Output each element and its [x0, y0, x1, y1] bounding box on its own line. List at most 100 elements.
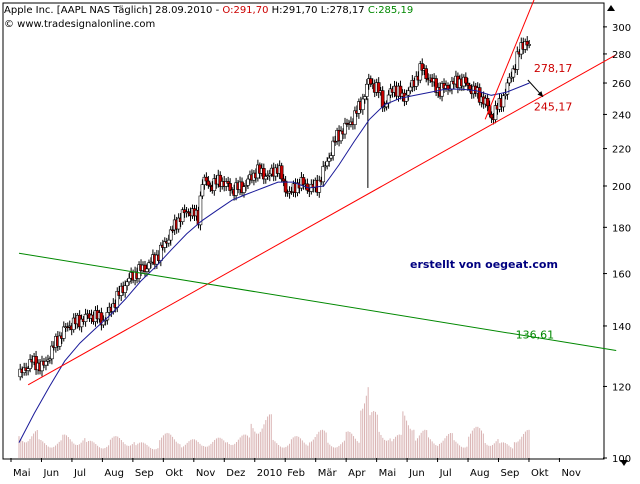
candle-body: [283, 180, 288, 193]
candle-body: [515, 51, 520, 70]
low-value: L:278,17: [321, 5, 365, 16]
candle-body: [501, 95, 506, 108]
candle-body: [321, 166, 326, 183]
trendline-support: [27, 54, 617, 386]
candle-body: [343, 122, 347, 135]
x-tick-label: 2010: [257, 468, 282, 479]
candle-body: [353, 110, 357, 125]
y-tick-label: 240: [612, 110, 631, 121]
candle-body: [44, 360, 48, 366]
y-tick-label: 300: [612, 23, 631, 34]
moving-average: [18, 82, 530, 443]
x-tick-label: Nov: [196, 468, 216, 479]
scroll-up-icon[interactable]: [607, 5, 615, 11]
candle-body: [331, 140, 335, 156]
x-tick-label: Sep: [135, 468, 154, 479]
candle-body: [527, 44, 531, 46]
header-line: Apple Inc. [AAPL NAS Täglich] 28.09.2010…: [4, 5, 413, 16]
copyright-text: © www.tradesignalonline.com: [4, 19, 155, 30]
moving-average-line: [18, 82, 530, 443]
candle-body: [242, 186, 246, 193]
candle-body: [198, 195, 203, 226]
candle-body: [281, 178, 286, 182]
x-tick-label: Dez: [226, 468, 245, 479]
candle-body: [368, 78, 373, 85]
trendline-down: [18, 252, 617, 352]
x-tick-label: Mär: [318, 468, 338, 479]
x-tick-label: Okt: [531, 468, 549, 479]
close-value: C:285,19: [368, 5, 413, 16]
candle-body: [125, 281, 129, 287]
x-tick-label: Aug: [470, 468, 490, 479]
candle-body: [363, 96, 367, 100]
x-tick-label: Mai: [379, 468, 397, 479]
candle-body: [61, 326, 66, 339]
candle-body: [485, 97, 490, 107]
x-tick-label: Nov: [561, 468, 581, 479]
candle-body: [168, 229, 173, 241]
candle-body: [83, 313, 88, 322]
candle-body: [380, 90, 385, 108]
candle-body: [123, 285, 127, 293]
x-axis: Mai Jun Jul Aug Sep Okt Nov Dez 2010 Feb Mär Apr Mai…: [10, 458, 581, 479]
watermark-text: erstellt von oegeat.com: [410, 258, 558, 271]
candle-body: [204, 176, 209, 182]
candle-body: [246, 178, 250, 186]
candle-body: [361, 98, 365, 111]
candle-body: [206, 180, 211, 186]
scroll-down-icon[interactable]: [620, 460, 628, 466]
x-tick-label: Jun: [408, 468, 425, 479]
x-tick-label: Jul: [73, 468, 86, 479]
y-tick-label: 260: [612, 79, 631, 90]
open-value: O:291,70: [222, 5, 268, 16]
candle-body: [505, 82, 510, 95]
y-tick-label: 220: [612, 145, 631, 156]
candle-body: [386, 94, 391, 104]
x-tick-label: Mai: [13, 468, 31, 479]
candle-body: [200, 184, 205, 197]
candle-body: [424, 68, 429, 79]
annotation-label: 245,17: [534, 100, 573, 113]
plot-frame: [2, 2, 605, 460]
candle-body: [279, 165, 284, 180]
x-tick-label: Sep: [501, 468, 520, 479]
candle-body: [228, 183, 232, 191]
candle-body: [487, 105, 492, 115]
high-value: H:291,70: [272, 5, 318, 16]
annotation-label: 278,17: [534, 62, 573, 75]
y-tick-label: 200: [612, 182, 631, 193]
candle-body: [467, 84, 472, 90]
annotation-label: 136,61: [516, 328, 555, 341]
candle-body: [365, 83, 369, 97]
x-tick-label: Jun: [42, 468, 59, 479]
x-tick-label: Aug: [104, 468, 124, 479]
y-tick-label: 100: [612, 454, 631, 465]
x-tick-label: Feb: [287, 468, 305, 479]
annotations: 278,17 245,17 136,61: [516, 62, 573, 341]
candle-body: [408, 86, 413, 92]
candle-body: [147, 262, 151, 270]
trendline-steep-up: [484, 0, 535, 120]
candle-body: [406, 90, 411, 96]
volume-bars: [18, 387, 530, 458]
y-tick-label: 160: [612, 270, 631, 281]
candle-body: [127, 277, 131, 283]
candle-body: [325, 160, 329, 167]
y-tick-label: 140: [612, 322, 631, 333]
candle-body: [464, 76, 468, 84]
trendlines: [18, 0, 617, 386]
instrument-label: Apple Inc. [AAPL NAS Täglich] 28.09.2010…: [4, 5, 222, 16]
y-tick-label: 280: [612, 50, 631, 61]
candle-body: [327, 157, 331, 162]
candle-body: [166, 239, 171, 244]
candle-body: [329, 155, 333, 159]
y-tick-label: 180: [612, 223, 631, 234]
candle-body: [404, 94, 409, 102]
candle-body: [466, 82, 470, 86]
candle-body: [145, 268, 149, 272]
candle-body: [50, 345, 54, 360]
y-tick-label: 120: [612, 382, 631, 393]
arrow-head-icon: [537, 91, 544, 97]
